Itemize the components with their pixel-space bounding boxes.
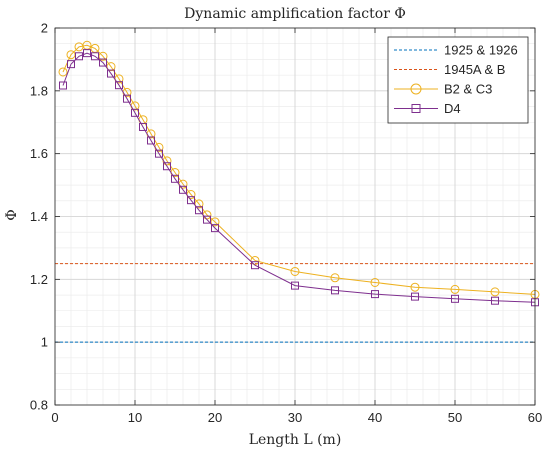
data-point-circle bbox=[250, 255, 260, 265]
x-tick-label: 0 bbox=[51, 410, 58, 425]
axes: 0 10 20 30 40 50 60 0.8 1 1.2 1.4 1.6 1.8 2 bbox=[30, 21, 542, 426]
data-point-circle bbox=[106, 62, 116, 72]
data-point-square bbox=[171, 174, 179, 183]
data-point-square bbox=[91, 52, 99, 61]
data-point-square bbox=[107, 69, 115, 78]
data-point-square bbox=[59, 81, 67, 90]
chart-title: Dynamic amplification factor Φ bbox=[184, 6, 406, 22]
y-tick-label: 1.8 bbox=[30, 83, 48, 98]
series-group bbox=[55, 40, 540, 343]
legend-label-1: 1925 & 1926 bbox=[444, 43, 518, 58]
data-point-square bbox=[491, 296, 499, 305]
data-point-square bbox=[451, 294, 459, 303]
data-point-square bbox=[291, 281, 299, 290]
data-point-square bbox=[67, 60, 75, 69]
x-tick-label: 30 bbox=[288, 410, 302, 425]
data-point-square bbox=[123, 94, 131, 103]
x-axis-label: Length L (m) bbox=[249, 432, 342, 448]
y-tick-label: 1.6 bbox=[30, 146, 48, 161]
data-point-square bbox=[115, 81, 123, 90]
data-point-square bbox=[163, 162, 171, 171]
data-point-circle bbox=[370, 277, 380, 287]
data-point-square bbox=[411, 292, 419, 301]
data-point-circle bbox=[490, 287, 500, 297]
data-point-circle bbox=[290, 266, 300, 276]
legend-label-2: 1945A & B bbox=[444, 62, 505, 77]
data-point-circle bbox=[410, 282, 420, 292]
y-tick-label: 1.2 bbox=[30, 272, 48, 287]
data-point-square bbox=[251, 261, 259, 270]
y-tick-label: 1 bbox=[41, 335, 48, 350]
legend: 1925 & 1926 1945A & B B2 & C3 D4 bbox=[387, 36, 529, 124]
data-point-square bbox=[331, 286, 339, 295]
data-point-square bbox=[203, 215, 211, 224]
data-point-square bbox=[195, 206, 203, 215]
data-point-square bbox=[83, 49, 91, 58]
data-point-square bbox=[155, 149, 163, 158]
data-point-square bbox=[139, 122, 147, 131]
data-point-circle bbox=[162, 156, 172, 166]
x-tick-label: 40 bbox=[368, 410, 382, 425]
y-axis-label: Φ bbox=[4, 209, 20, 220]
x-tick-label: 10 bbox=[128, 410, 142, 425]
y-tick-label: 1.4 bbox=[30, 209, 48, 224]
data-point-square bbox=[99, 58, 107, 67]
x-tick-label: 50 bbox=[448, 410, 462, 425]
data-point-square bbox=[147, 136, 155, 145]
data-point-square bbox=[179, 185, 187, 194]
data-point-square bbox=[75, 52, 83, 61]
data-point-circle bbox=[330, 273, 340, 283]
data-point-square bbox=[371, 290, 379, 299]
x-tick-label: 20 bbox=[208, 410, 222, 425]
data-point-square bbox=[131, 108, 139, 117]
y-tick-label: 0.8 bbox=[30, 398, 48, 413]
x-tick-label: 60 bbox=[528, 410, 542, 425]
legend-marker-circle bbox=[410, 83, 422, 95]
data-point-circle bbox=[450, 284, 460, 294]
data-point-square bbox=[211, 224, 219, 233]
data-point-circle bbox=[58, 67, 68, 77]
y-tick-label: 2 bbox=[41, 21, 48, 36]
legend-label-3: B2 & C3 bbox=[444, 82, 492, 97]
data-point-square bbox=[187, 196, 195, 205]
legend-marker-square bbox=[411, 104, 421, 113]
legend-label-4: D4 bbox=[444, 101, 461, 116]
